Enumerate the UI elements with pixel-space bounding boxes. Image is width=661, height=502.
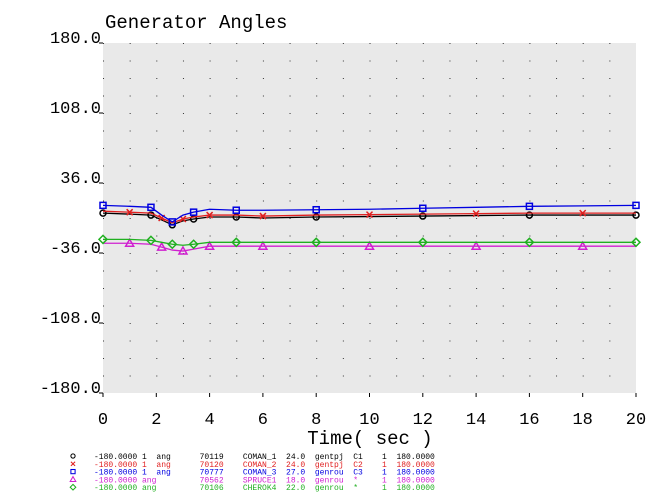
series-marker [577, 240, 588, 250]
x-tick-label: 18 [572, 411, 592, 430]
x-tick-label: 0 [98, 411, 108, 430]
series-marker [525, 211, 534, 219]
series-marker [632, 211, 640, 219]
legend-row: -180.0000 1 ang 70777 COMAN_3 27.0 genro… [94, 469, 435, 478]
series-marker [632, 201, 640, 210]
legend-row: -180.0000 1 ang 70120 COMAN_2 24.0 gentp… [94, 461, 435, 470]
series-marker [365, 211, 374, 219]
series-line [103, 238, 636, 246]
series-marker [232, 206, 240, 214]
legend-marker [70, 461, 76, 467]
series-marker [259, 212, 267, 220]
x-tick-label: 2 [151, 411, 161, 430]
series-marker [147, 203, 155, 212]
series-marker [189, 215, 198, 223]
series-marker [419, 212, 427, 220]
series-marker [124, 237, 135, 248]
series-marker [231, 237, 242, 248]
y-tick-label: 108.0 [50, 100, 101, 119]
series-marker [99, 209, 107, 217]
series-marker [312, 213, 320, 221]
series-marker [126, 208, 134, 216]
series-marker [312, 205, 320, 214]
series-line [102, 212, 636, 226]
x-tick-label: 6 [258, 411, 268, 430]
series-marker [232, 213, 240, 221]
y-tick-label: -108.0 [40, 310, 101, 329]
x-axis-label: Time( sec ) [307, 428, 432, 450]
series-line [102, 204, 637, 223]
x-tick-label: 16 [519, 411, 539, 430]
legend-marker [70, 468, 76, 475]
series-marker [189, 208, 198, 216]
x-tick-label: 14 [466, 411, 486, 430]
series-marker [145, 235, 157, 246]
series-marker [579, 209, 587, 217]
chart-title: Generator Angles [105, 12, 287, 34]
x-tick-label: 12 [413, 411, 433, 430]
legend-row: -180.0000 ang 70562 SPRUCE1 18.0 genrou … [94, 476, 435, 485]
legend-marker [69, 483, 77, 491]
y-tick-label: 36.0 [60, 170, 101, 189]
series-marker [364, 240, 375, 250]
series-marker [524, 237, 535, 248]
series-marker [188, 239, 199, 250]
series-marker [257, 240, 269, 250]
series-marker [177, 245, 189, 255]
series-marker [417, 237, 428, 248]
legend-marker [69, 475, 77, 483]
series-marker [470, 240, 482, 250]
legend-marker [70, 453, 76, 459]
series-marker [472, 210, 480, 218]
series-marker [206, 211, 214, 219]
y-tick-label: 180.0 [50, 30, 101, 49]
x-tick-label: 8 [311, 411, 321, 430]
series-marker [99, 201, 107, 210]
x-tick-label: 20 [626, 411, 646, 430]
series-marker [311, 237, 322, 248]
series-marker [97, 234, 109, 245]
series-marker [204, 240, 215, 250]
legend-row: -180.0000 1 ang 70119 COMAN_1 24.0 gentp… [94, 453, 435, 462]
series-marker [525, 202, 534, 211]
series-marker [630, 237, 642, 248]
legend-row: -180.0000 ang 70106 CHEROK4 22.0 genrou … [94, 484, 435, 493]
x-tick-label: 4 [204, 411, 214, 430]
y-tick-label: -36.0 [50, 240, 101, 259]
series-line [102, 210, 636, 224]
x-tick-label: 10 [359, 411, 379, 430]
series-marker [167, 239, 178, 250]
series-marker [156, 241, 167, 251]
y-tick-label: -180.0 [40, 380, 101, 399]
series-marker [419, 204, 427, 213]
series-marker [168, 218, 177, 226]
